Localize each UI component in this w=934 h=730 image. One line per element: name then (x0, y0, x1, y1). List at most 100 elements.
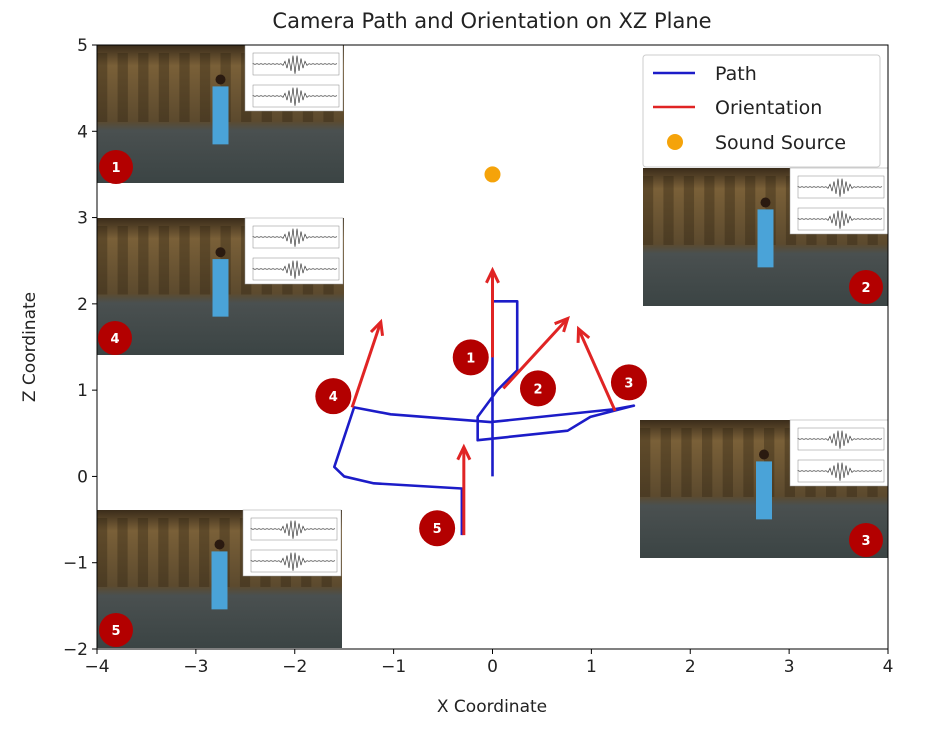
curtain-fold (138, 53, 149, 122)
waveform (797, 430, 883, 449)
legend-sound-source-label: Sound Source (715, 132, 846, 154)
y-tick-label: 5 (77, 36, 88, 56)
curtain-fold (199, 226, 211, 295)
view-badge (98, 321, 132, 355)
view-badge-label: 5 (111, 624, 120, 639)
curtain-fold (97, 53, 108, 122)
x-tick-label: −3 (183, 657, 208, 677)
curtain-fold (681, 428, 692, 497)
impulse-response-plot (242, 509, 342, 577)
view-badge-label: 3 (861, 534, 870, 549)
performer-head (759, 449, 769, 460)
x-tick-label: 1 (586, 657, 597, 677)
waveform (797, 462, 883, 481)
camera-view-inset: 3 (640, 419, 889, 558)
y-axis-label: Z Coordinate (20, 292, 40, 402)
performer-head (215, 247, 226, 258)
view-badge-label: 4 (110, 332, 119, 347)
curtain-fold (158, 226, 170, 295)
impulse-response-plot (789, 419, 889, 487)
impulse-response-plot (244, 217, 344, 285)
x-tick-label: 4 (883, 657, 894, 677)
curtain-fold (683, 176, 695, 245)
x-tick-label: −4 (84, 657, 109, 677)
curtain-fold (178, 518, 189, 587)
x-tick-label: −1 (381, 657, 406, 677)
performer-figure (211, 551, 228, 610)
y-tick-label: 4 (77, 122, 88, 142)
arrow-shaft (502, 317, 569, 390)
curtain-fold (745, 176, 756, 245)
waveform (797, 210, 883, 229)
y-tick-label: 0 (77, 467, 88, 487)
legend-sound-source-swatch (667, 134, 683, 150)
curtain-fold (137, 518, 149, 587)
position-marker: 5 (419, 510, 456, 547)
performer-figure (212, 259, 229, 317)
legend: Path Orientation Sound Source (642, 54, 881, 168)
curtain-fold (663, 176, 674, 245)
view-badge (849, 523, 883, 557)
orientation-arrow (576, 325, 617, 412)
position-marker-label: 3 (624, 376, 633, 391)
arrow-shaft (577, 328, 617, 412)
view-badge (99, 150, 133, 184)
camera-path-line (333, 299, 636, 536)
arrow-head (576, 325, 591, 343)
curtain-fold (702, 428, 713, 497)
view-badge-label: 2 (861, 281, 870, 296)
curtain-fold (138, 226, 149, 295)
position-marker-circle (419, 510, 456, 547)
x-tick-label: 0 (487, 657, 498, 677)
curtain-fold (199, 53, 211, 122)
chart-title: Camera Path and Orientation on XZ Plane (272, 9, 711, 33)
curtain-fold (117, 226, 128, 295)
orientation-arrow (350, 318, 385, 408)
arrow-head (554, 315, 570, 333)
performer-head (214, 539, 225, 550)
y-tick-label: −1 (63, 554, 88, 574)
position-marker: 4 (315, 378, 352, 415)
position-marker-label: 1 (466, 351, 475, 366)
position-marker-circle (519, 370, 556, 407)
position-marker-label: 5 (433, 522, 442, 537)
curtain-fold (117, 53, 128, 122)
curtain-fold (722, 428, 733, 497)
curtain-fold (97, 518, 108, 587)
curtain-fold (179, 226, 190, 295)
curtain-fold (179, 53, 190, 122)
camera-view-inset: 5 (97, 509, 342, 648)
curtain-fold (704, 176, 715, 245)
plot-background (789, 419, 889, 487)
camera-view-inset: 4 (97, 217, 344, 355)
performer-head (760, 197, 771, 208)
waveform (252, 55, 338, 74)
position-marker-circle (452, 339, 489, 376)
arrow-shaft (350, 321, 383, 408)
waveform (797, 178, 883, 197)
curtain-fold (199, 518, 210, 587)
performer-head (215, 74, 226, 85)
plot-background (789, 167, 889, 235)
curtain-fold (640, 428, 651, 497)
legend-path-label: Path (715, 63, 757, 85)
curtain-fold (158, 53, 170, 122)
performer-figure (756, 461, 772, 520)
plot-background (244, 44, 344, 112)
curtain-fold (743, 428, 754, 497)
orientation-arrow (456, 443, 472, 536)
position-marker: 2 (519, 370, 556, 407)
performer-figure (757, 209, 774, 268)
position-marker: 1 (452, 339, 489, 376)
waveform (250, 520, 336, 539)
orientation-arrow (502, 315, 570, 390)
x-tick-label: −2 (282, 657, 307, 677)
y-tick-label: 2 (77, 295, 88, 315)
position-marker: 3 (610, 364, 647, 401)
x-axis-label: X Coordinate (437, 697, 547, 717)
curtain-fold (117, 518, 128, 587)
waveform (252, 228, 338, 247)
y-tick-label: 3 (77, 209, 88, 229)
view-badge-label: 1 (111, 161, 120, 176)
